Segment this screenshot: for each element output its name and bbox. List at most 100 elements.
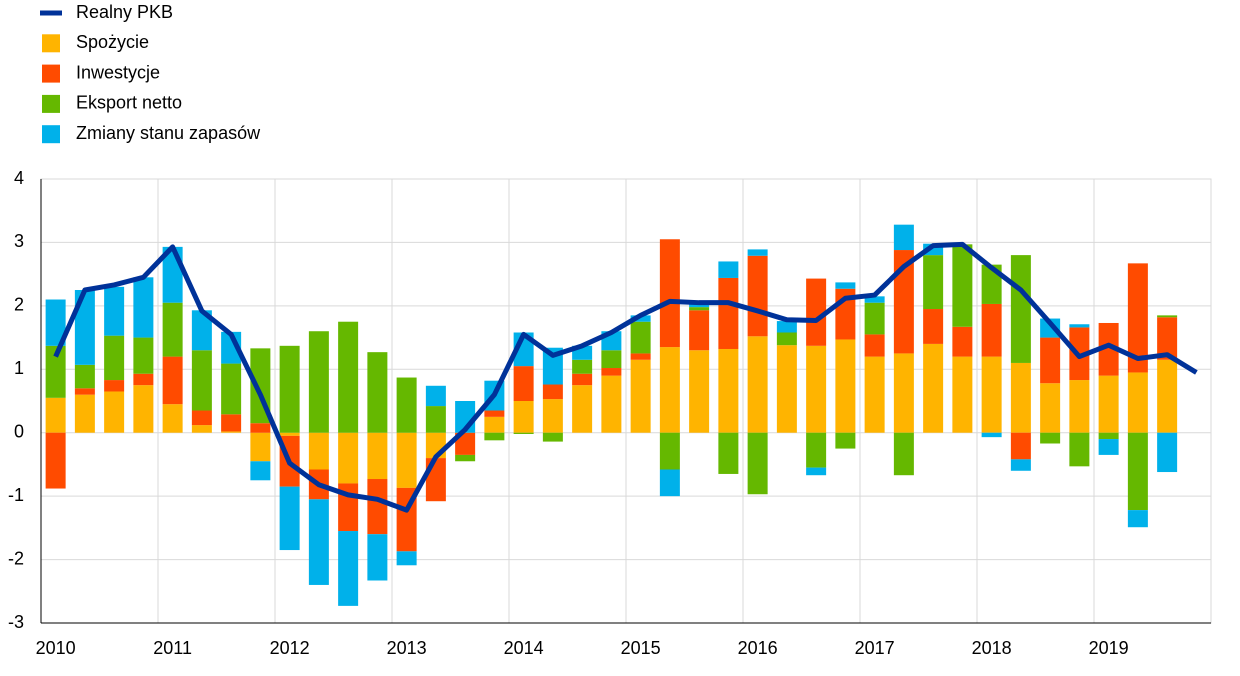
bar-segment — [74, 364, 95, 389]
bar-segment — [1069, 432, 1090, 467]
bar-segment — [250, 461, 271, 481]
bar-segment — [1127, 372, 1148, 433]
bar-segment — [1069, 324, 1090, 328]
y-tick-label: 4 — [14, 168, 24, 188]
legend-label: Eksport netto — [76, 93, 182, 113]
legend-label: Inwestycje — [76, 62, 160, 82]
bar-segment — [747, 249, 768, 256]
y-tick-label: -1 — [8, 485, 24, 505]
bar-segment — [45, 432, 66, 489]
bar-segment — [747, 432, 768, 495]
bar-segment — [1098, 322, 1119, 376]
bar-segment — [981, 356, 1002, 433]
bar-segment — [250, 423, 271, 433]
bar-segment — [923, 243, 944, 256]
bar-segment — [133, 373, 154, 386]
bar-segment — [308, 331, 329, 433]
y-tick-label: 1 — [14, 358, 24, 378]
bar-segment — [279, 432, 300, 436]
bar-segment — [659, 432, 680, 470]
bar-segment — [425, 406, 446, 433]
bar-segment — [513, 366, 534, 401]
bar-segment — [1010, 255, 1031, 363]
bar-segment — [601, 375, 622, 433]
bar-segment — [1010, 362, 1031, 433]
bar-segment — [162, 356, 183, 405]
bar-segment — [1069, 380, 1090, 433]
x-tick-label: 2019 — [1089, 638, 1129, 658]
bar-segment — [718, 277, 739, 349]
legend-label: Realny PKB — [76, 2, 173, 22]
bar-segment — [630, 321, 651, 354]
bar-segment — [981, 432, 1002, 438]
bar-segment — [308, 499, 329, 585]
bar-segment — [396, 377, 417, 433]
bar-segment — [893, 224, 914, 251]
bar-segment — [1098, 439, 1119, 455]
bar-segment — [1040, 318, 1061, 338]
bar-segment — [864, 334, 885, 357]
bar-segment — [952, 356, 973, 433]
bar-segment — [747, 336, 768, 433]
bar-segment — [806, 467, 827, 476]
bar-segment — [689, 303, 710, 308]
bar-segment — [1010, 459, 1031, 471]
bar-segment — [776, 345, 797, 433]
bar-segment — [104, 380, 125, 392]
bar-segment — [1040, 432, 1061, 444]
bar-segment — [659, 239, 680, 348]
bar-segment — [659, 469, 680, 497]
bar-segment — [981, 303, 1002, 357]
bar-segment — [718, 432, 739, 474]
bar-segment — [659, 347, 680, 433]
bar-segment — [1157, 315, 1178, 318]
bar-segment — [133, 277, 154, 338]
bar-segment — [513, 432, 534, 434]
bar-segment — [338, 531, 359, 606]
x-tick-label: 2013 — [387, 638, 427, 658]
bar-segment — [74, 290, 95, 365]
bar-segment — [747, 255, 768, 337]
bar-segment — [45, 397, 66, 433]
bar-segment — [279, 345, 300, 433]
x-tick-label: 2011 — [153, 638, 192, 658]
legend-swatch — [42, 64, 60, 83]
bar-segment — [191, 425, 212, 433]
bar-segment — [513, 401, 534, 433]
bar-segment — [923, 255, 944, 310]
bar-segment — [923, 309, 944, 344]
x-tick-label: 2014 — [504, 638, 544, 658]
x-tick-label: 2012 — [270, 638, 310, 658]
bar-segment — [74, 388, 95, 395]
bar-segment — [864, 296, 885, 303]
bar-segment — [191, 350, 212, 411]
bar-segment — [162, 404, 183, 433]
bar-segment — [455, 432, 476, 455]
x-tick-label: 2015 — [621, 638, 661, 658]
bar-segment — [1127, 510, 1148, 528]
bar-segment — [718, 348, 739, 433]
x-tick-label: 2018 — [972, 638, 1012, 658]
bar-segment — [542, 399, 563, 433]
y-tick-label: -2 — [8, 548, 24, 568]
bar-segment — [338, 432, 359, 484]
bar-segment — [191, 410, 212, 426]
bar-segment — [806, 278, 827, 346]
bar-segment — [484, 410, 505, 417]
bar-segment — [1157, 432, 1178, 473]
bar-segment — [308, 432, 329, 470]
bar-segment — [104, 391, 125, 433]
bar-segment — [1098, 375, 1119, 433]
y-tick-label: -3 — [8, 612, 24, 632]
bar-segment — [952, 244, 973, 327]
bar-segment — [893, 353, 914, 433]
bar-segment — [601, 368, 622, 376]
bar-segment — [542, 384, 563, 400]
bar-segment — [601, 350, 622, 369]
bar-segment — [484, 416, 505, 433]
bar-segment — [542, 347, 563, 385]
bar-segment — [133, 337, 154, 374]
bar-segment — [455, 454, 476, 462]
bar-segment — [835, 339, 856, 433]
y-tick-label: 0 — [14, 421, 24, 441]
